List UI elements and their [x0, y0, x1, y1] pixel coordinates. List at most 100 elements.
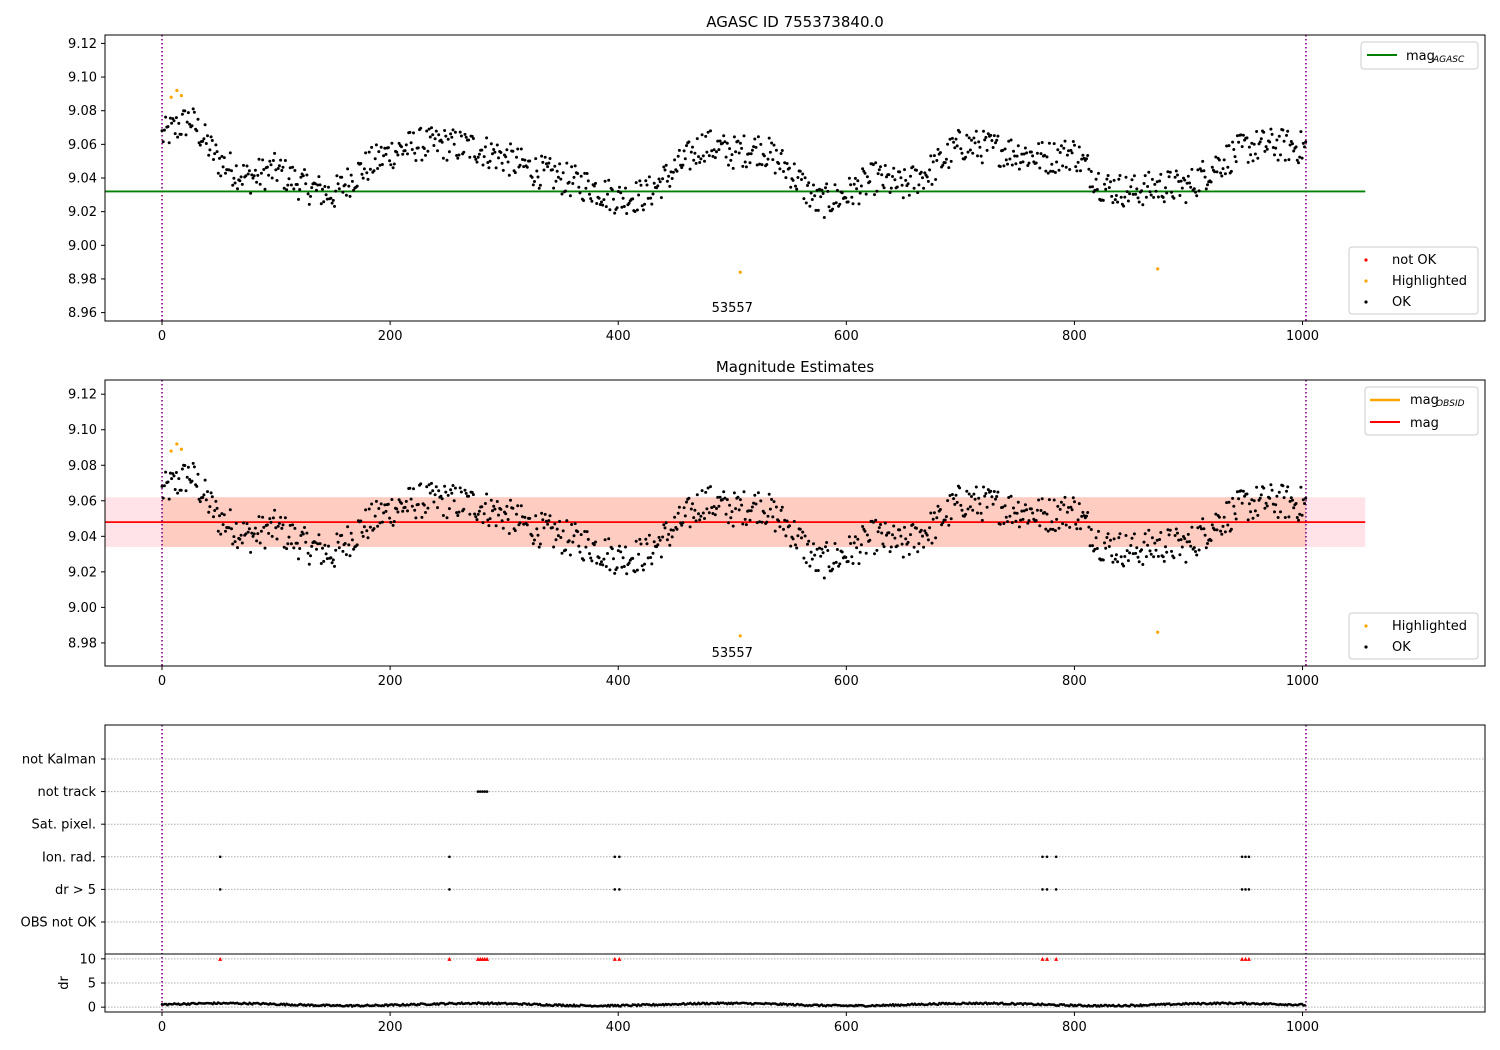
ok-point	[851, 202, 855, 206]
ok-point	[511, 149, 515, 153]
legend-mag: mag	[1410, 416, 1439, 431]
ok-point	[270, 176, 274, 180]
ok-point	[992, 490, 996, 493]
ok-point	[888, 191, 892, 194]
ok-point	[197, 141, 201, 145]
ok-point	[501, 168, 505, 172]
ok-point	[779, 508, 783, 512]
ok-point	[533, 180, 536, 183]
ok-point	[899, 176, 903, 180]
ok-point	[1037, 142, 1041, 146]
ok-point	[1025, 508, 1029, 512]
ok-point	[662, 523, 666, 527]
ok-point	[709, 485, 712, 489]
ok-point	[523, 158, 527, 162]
x-tick-label: 800	[1062, 674, 1087, 689]
ok-point	[585, 530, 589, 534]
ok-point	[422, 147, 426, 150]
ok-point	[231, 183, 235, 187]
ok-point	[783, 518, 787, 522]
ok-point	[1057, 168, 1061, 172]
ok-point	[938, 508, 942, 511]
ok-point	[1271, 502, 1275, 506]
ok-point	[1026, 164, 1030, 167]
ok-point	[877, 526, 881, 530]
ok-point	[504, 512, 508, 516]
ok-point	[177, 121, 181, 125]
ok-point	[1051, 169, 1055, 173]
ok-point	[268, 517, 272, 521]
ok-point	[173, 488, 177, 491]
ok-point	[689, 507, 693, 511]
ok-point	[863, 171, 867, 175]
category-label: not track	[37, 785, 96, 800]
ok-point	[646, 196, 650, 200]
ok-point	[536, 533, 540, 537]
ok-point	[567, 180, 571, 184]
ok-point	[556, 534, 560, 538]
ok-point	[1076, 160, 1080, 164]
ok-point	[748, 161, 752, 165]
ok-point	[777, 162, 781, 165]
ok-point	[242, 163, 245, 167]
ok-point	[847, 535, 851, 539]
ok-point	[1086, 511, 1090, 514]
ok-point	[683, 157, 687, 161]
ok-point	[344, 553, 348, 557]
ok-point	[732, 135, 736, 139]
ok-point	[759, 142, 763, 146]
ok-point	[430, 481, 433, 485]
ok-point	[202, 137, 206, 141]
ok-point	[523, 515, 527, 519]
ok-point	[412, 487, 415, 491]
ok-point	[1136, 555, 1140, 559]
ok-point	[420, 158, 424, 162]
ok-point	[1206, 542, 1209, 545]
ok-point	[856, 537, 860, 541]
ok-point	[432, 144, 436, 147]
ok-point	[1215, 170, 1219, 174]
ok-point	[840, 550, 844, 554]
ok-point	[220, 154, 224, 158]
ok-point	[263, 546, 267, 550]
ok-point	[1135, 546, 1139, 550]
ok-point	[1062, 146, 1066, 150]
ok-point	[1142, 540, 1146, 544]
ok-point	[203, 123, 207, 127]
ok-point	[277, 521, 281, 525]
ok-point	[724, 155, 728, 159]
ok-point	[819, 554, 823, 558]
ok-point	[334, 189, 338, 193]
ok-point	[511, 506, 515, 510]
ok-point	[706, 486, 710, 490]
ok-point	[935, 159, 939, 162]
ok-point	[416, 146, 420, 150]
ok-point	[747, 509, 751, 513]
ok-point	[168, 116, 172, 120]
ok-point	[1132, 174, 1136, 178]
ok-point	[413, 508, 417, 512]
ok-point	[355, 543, 359, 547]
ok-point	[265, 523, 269, 527]
ok-point	[606, 192, 609, 196]
ok-point	[715, 507, 718, 510]
ok-point	[713, 156, 717, 160]
ok-point	[233, 181, 237, 185]
legend-mag-obsid: mag	[1410, 393, 1439, 408]
ok-point	[1089, 528, 1093, 531]
highlighted-point	[175, 88, 179, 93]
flag-point	[218, 855, 222, 859]
ok-point	[1282, 496, 1286, 500]
ok-point	[743, 160, 747, 164]
ok-point	[855, 187, 859, 191]
ok-point	[327, 544, 330, 548]
ok-point	[561, 171, 565, 175]
ok-point	[209, 491, 213, 495]
ok-point	[1155, 180, 1159, 184]
dr-ylabel: dr	[57, 976, 72, 990]
flag-point	[218, 888, 222, 891]
ok-point	[1263, 149, 1267, 153]
ok-point	[1251, 516, 1255, 520]
ok-point	[161, 140, 165, 144]
ok-point	[366, 536, 370, 540]
